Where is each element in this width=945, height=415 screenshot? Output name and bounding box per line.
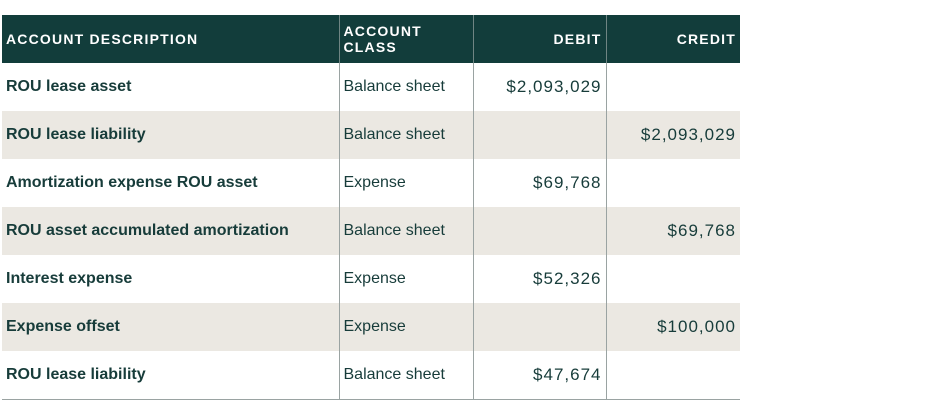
table-cell: Expense [338,159,473,207]
table-row: ROU lease liability Balance sheet $2,093,0… [2,111,740,159]
table-cell: Balance sheet [338,207,473,255]
table-header: ACCOUNT DESCRIPTION ACCOUNT CLASS DEBIT CRE… [2,15,740,63]
empty-cell [605,159,740,207]
column-header: ACCOUNT DESCRIPTION [2,15,339,63]
column-header: CREDIT [605,15,740,63]
table-cell: ROU asset accumulated amortization [2,207,339,255]
table-cell: Balance sheet [338,111,473,159]
table-cell: Expense [338,303,473,351]
column-header: DEBIT [472,15,606,63]
empty-cell [472,207,606,255]
table-cell: $69,768 [605,207,740,255]
table-cell: ROU lease liability [2,111,339,159]
table-cell: $100,000 [605,303,740,351]
table-cell: Expense [338,255,473,303]
table-cell: $47,674 [472,351,606,400]
empty-cell [605,63,740,111]
table-body: ROU lease asset Balance sheet $2,093,029 RO… [2,63,740,400]
table-cell: ROU lease asset [6,78,132,95]
table-row: ROU asset accumulated amortization Balanc… [2,207,740,255]
table-cell: Balance sheet [338,351,473,400]
table-cell: $2,093,029 [605,111,740,159]
table-cell: Interest expense [6,270,133,287]
table-row: ROU lease asset Balance sheet $2,093,029 [2,63,740,111]
empty-cell [605,255,740,303]
table-cell: $2,093,029 [472,63,606,111]
table-row: Amortization expense ROU asset Expense $69… [2,159,740,207]
table-row: Interest expense Expense $52,326 [2,255,740,303]
table-row: Expense offset Expense $100,000 [2,303,740,351]
column-header: ACCOUNT CLASS [338,15,473,63]
journal-table: ACCOUNT DESCRIPTION ACCOUNT CLASS DEBIT CRE… [2,15,740,400]
table-row: ROU lease liability Balance sheet $47,674 [2,351,740,400]
empty-cell [605,351,740,400]
empty-cell [472,303,606,351]
table-cell: $52,326 [472,255,606,303]
table-cell: $69,768 [472,159,606,207]
table-cell: Expense offset [2,303,339,351]
empty-cell [472,111,606,159]
table-cell: Balance sheet [338,63,473,111]
header-row: ACCOUNT DESCRIPTION ACCOUNT CLASS DEBIT CRE… [2,15,740,63]
table-cell: Amortization expense ROU asset [6,174,258,191]
table-cell: ROU lease liability [2,351,339,400]
